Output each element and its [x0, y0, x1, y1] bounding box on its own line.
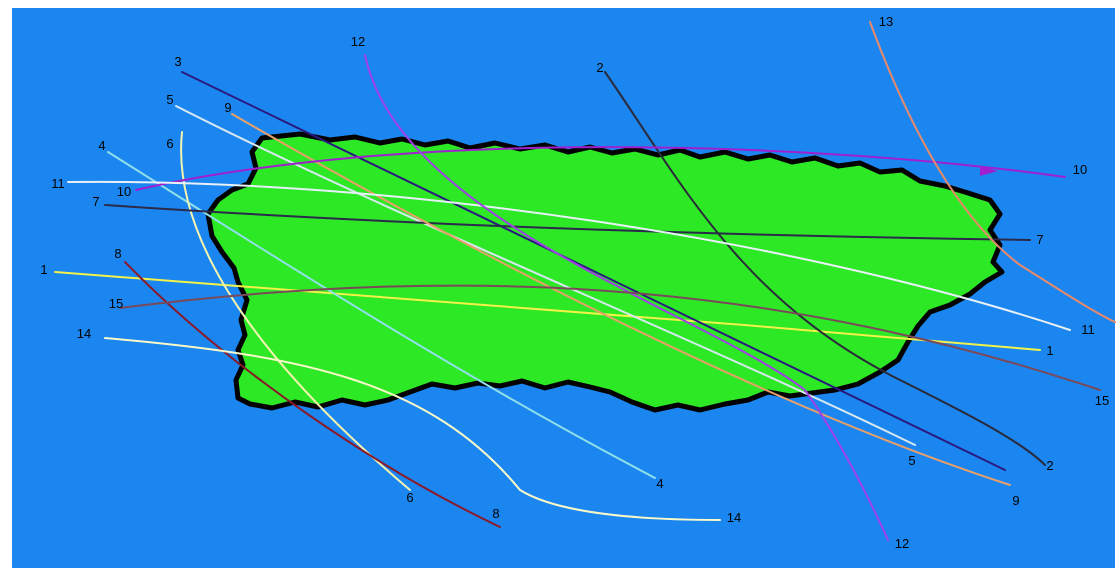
track-8-end-label: 8: [492, 506, 499, 521]
track-1-end-label: 1: [1046, 343, 1053, 358]
track-15-line: [119, 284, 1101, 391]
track-2-end-label: 2: [1046, 458, 1053, 473]
track-11-start-label: 11: [51, 176, 65, 191]
track-7-end-label: 7: [1036, 232, 1043, 247]
track-6-start-label: 6: [166, 136, 173, 151]
track-10-end-label: 10: [1073, 162, 1087, 177]
track-10-arrowhead: [980, 166, 998, 176]
track-15-end-label: 15: [1095, 393, 1109, 408]
track-14-start-label: 14: [77, 326, 91, 341]
track-12-start-label: 12: [351, 34, 365, 49]
track-11-line: [67, 180, 1071, 331]
track-6-end-label: 6: [406, 490, 413, 505]
track-15-start-label: 15: [109, 296, 123, 311]
track-7-start-label: 7: [92, 194, 99, 209]
track-7-line: [104, 204, 1031, 241]
track-14-end-label: 14: [727, 510, 741, 525]
track-1-start-label: 1: [40, 262, 47, 277]
track-8-line: [124, 261, 501, 528]
track-11-end-label: 11: [1081, 322, 1095, 337]
track-10-line: [135, 146, 1066, 191]
tracks-layer: [54, 21, 1116, 541]
track-12-end-label: 12: [895, 536, 909, 551]
track-13-line: [869, 21, 1116, 323]
track-4-end-label: 4: [656, 476, 663, 491]
track-8-start-label: 8: [114, 246, 121, 261]
track-1-line: [54, 271, 1041, 351]
track-9-start-label: 9: [224, 100, 231, 115]
track-3-start-label: 3: [174, 54, 181, 69]
track-14-line: [104, 337, 721, 521]
track-9-end-label: 9: [1012, 493, 1019, 508]
track-5-start-label: 5: [166, 92, 173, 107]
track-12-line: [364, 54, 889, 541]
track-4-start-label: 4: [98, 138, 105, 153]
track-10-start-label: 10: [117, 184, 131, 199]
track-5-end-label: 5: [908, 453, 915, 468]
track-5-line: [175, 105, 916, 446]
track-13-start-label: 13: [879, 14, 893, 29]
track-2-start-label: 2: [596, 60, 603, 75]
track-2-line: [604, 71, 1046, 466]
track-9-line: [231, 113, 1011, 486]
track-4-line: [107, 151, 656, 479]
island-landmass: [205, 131, 1005, 413]
